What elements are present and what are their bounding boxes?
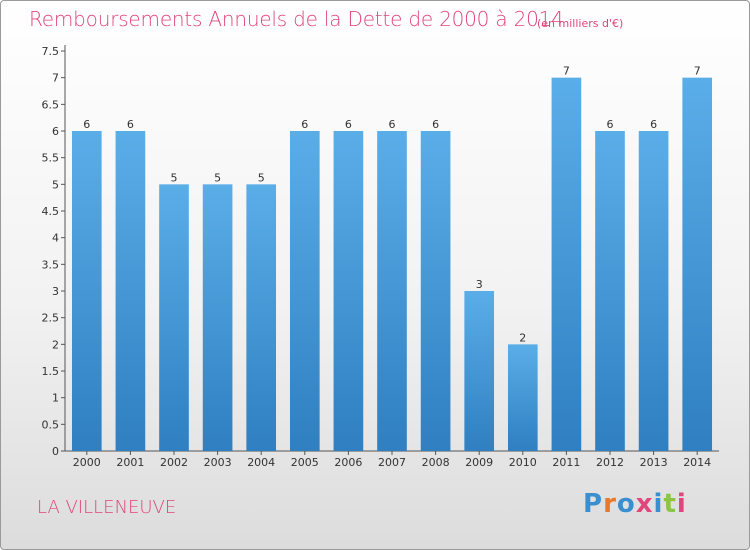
x-tick-label: 2011 — [552, 456, 580, 469]
data-label: 3 — [476, 278, 483, 291]
bar — [159, 184, 189, 452]
data-label: 6 — [432, 118, 439, 131]
x-tick-label: 2000 — [73, 456, 101, 469]
y-tick-label: 3.5 — [42, 258, 60, 271]
chart-title: Remboursements Annuels de la Dette de 20… — [29, 7, 564, 31]
y-tick-label: 3 — [52, 285, 59, 298]
data-label: 5 — [171, 171, 178, 184]
logo-letter: P — [583, 489, 604, 519]
bar — [551, 77, 582, 452]
bar — [682, 77, 713, 452]
data-label: 6 — [607, 118, 614, 131]
x-tick-label: 2009 — [465, 456, 493, 469]
logo-letter: o — [616, 489, 636, 519]
y-tick-label: 6.5 — [42, 98, 60, 111]
y-tick-label: 1 — [52, 392, 59, 405]
y-tick-label: 7 — [52, 72, 59, 85]
x-tick-label: 2012 — [596, 456, 624, 469]
bar — [464, 291, 495, 451]
bar — [246, 184, 277, 452]
data-label: 6 — [301, 118, 308, 131]
place-name: LA VILLENEUVE — [37, 497, 177, 518]
data-label: 6 — [83, 118, 90, 131]
proxiti-logo: Proxiti — [583, 489, 687, 519]
logo-letter: t — [663, 489, 677, 519]
data-label: 7 — [563, 65, 570, 78]
bar — [202, 184, 233, 452]
x-tick-label: 2014 — [683, 456, 711, 469]
bar — [289, 131, 320, 451]
x-tick-label: 2006 — [334, 456, 362, 469]
y-tick-label: 0.5 — [42, 418, 60, 431]
y-tick-label: 4 — [52, 232, 59, 245]
chart-labels: 2000 6 2001 6 2002 5 2003 5 2004 5 2005 6 2006 6 2007 6… — [73, 65, 711, 469]
bar — [595, 131, 625, 451]
bar — [71, 131, 102, 451]
data-label: 6 — [345, 118, 352, 131]
bar — [507, 344, 538, 451]
data-label: 7 — [694, 65, 701, 78]
y-tick-label: 4.5 — [42, 205, 60, 218]
x-tick-label: 2002 — [160, 456, 188, 469]
data-label: 6 — [389, 118, 396, 131]
chart-bars — [71, 77, 713, 452]
y-tick-label: 6 — [52, 125, 59, 138]
logo-letter: r — [603, 489, 617, 519]
x-tick-label: 2001 — [116, 456, 144, 469]
chart-axes: 0 0.5 1 1.5 2 2.5 3 3.5 4 4.5 5 5.5 6 6.5 7 7.5 — [42, 45, 719, 458]
y-tick-label: 2 — [52, 338, 59, 351]
y-tick-label: 1.5 — [42, 365, 60, 378]
y-tick-label: 0 — [52, 445, 59, 458]
x-tick-label: 2004 — [247, 456, 275, 469]
x-tick-label: 2008 — [422, 456, 450, 469]
x-tick-label: 2013 — [640, 456, 668, 469]
x-tick-label: 2007 — [378, 456, 406, 469]
bar — [115, 131, 146, 451]
bar — [638, 131, 669, 451]
logo-letter: i — [676, 489, 687, 519]
x-tick-label: 2003 — [204, 456, 232, 469]
chart-subtitle: (en milliers d'€) — [537, 17, 624, 30]
x-tick-label: 2010 — [509, 456, 537, 469]
y-tick-label: 5.5 — [42, 152, 60, 165]
data-label: 5 — [258, 171, 265, 184]
data-label: 6 — [127, 118, 134, 131]
bar — [333, 131, 364, 451]
bar — [377, 131, 407, 451]
x-tick-label: 2005 — [291, 456, 319, 469]
logo-letter: x — [635, 489, 654, 519]
y-tick-label: 7.5 — [42, 45, 60, 58]
bar — [420, 131, 451, 451]
data-label: 2 — [519, 331, 526, 344]
y-tick-label: 2.5 — [42, 312, 60, 325]
logo-letter: i — [653, 489, 664, 519]
data-label: 5 — [214, 171, 221, 184]
data-label: 6 — [650, 118, 657, 131]
y-tick-label: 5 — [52, 178, 59, 191]
